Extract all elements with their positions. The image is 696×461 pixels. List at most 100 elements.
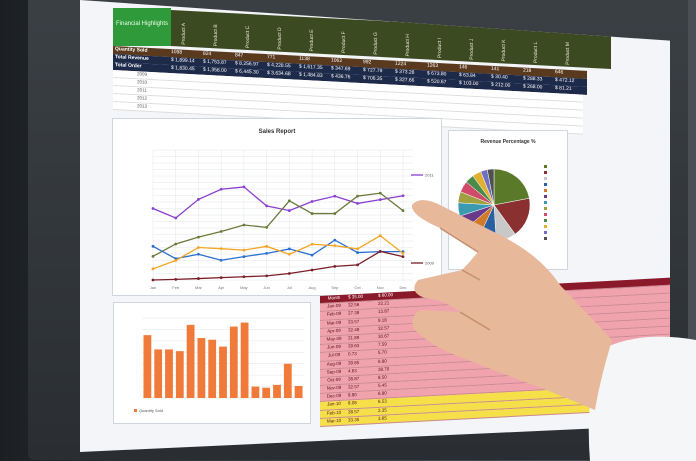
data-point [310, 253, 314, 257]
data-point [401, 194, 405, 198]
data-point [378, 191, 382, 195]
bar [175, 351, 184, 398]
bar [240, 322, 249, 398]
legend-label: 2009 [425, 261, 435, 266]
bar [165, 349, 173, 398]
data-point [242, 255, 246, 258]
series-line [152, 186, 404, 219]
legend-swatch [544, 225, 547, 228]
data-point [287, 252, 291, 256]
x-tick-label: Dec [399, 285, 406, 290]
legend-swatch [134, 409, 137, 412]
data-point [333, 244, 337, 248]
data-point [265, 225, 269, 229]
data-point [174, 277, 178, 281]
series-line [152, 234, 404, 270]
data-point [378, 198, 382, 202]
hand-skin [411, 200, 612, 410]
data-point [310, 242, 314, 246]
x-tick-label: Oct [354, 285, 361, 290]
data-point [310, 212, 314, 215]
data-point [378, 250, 382, 253]
pie-slice [493, 197, 531, 235]
data-point [287, 272, 291, 275]
data-point [219, 247, 223, 251]
data-point [197, 252, 200, 256]
data-point [356, 202, 359, 205]
data-point [378, 234, 382, 238]
bar [208, 339, 217, 398]
legend-swatch [544, 165, 547, 168]
legend-swatch [544, 237, 547, 240]
legend-swatch [544, 195, 547, 198]
data-point [401, 251, 405, 255]
data-point [197, 235, 200, 239]
data-point [151, 207, 155, 210]
data-point [174, 216, 178, 220]
line-chart-svg: Jan Feb Mar Apr May Jun Jul Aug Sep Oct Nov Dec 2011… [150, 149, 435, 290]
legend-swatch [544, 171, 547, 174]
data-point [287, 209, 291, 212]
data-point [197, 246, 200, 249]
data-point [356, 263, 359, 267]
quantity-bar-chart[interactable]: Quantity Sold [113, 302, 311, 424]
bar [294, 386, 303, 398]
data-point [242, 275, 246, 279]
sleeve [588, 336, 696, 461]
x-tick-label: Nov [377, 285, 384, 290]
data-point [310, 268, 314, 272]
bar [219, 346, 227, 398]
data-point [401, 209, 405, 212]
pie-slice [486, 168, 495, 206]
data-point [356, 247, 359, 251]
data-point [265, 244, 269, 248]
x-tick-label: Aug [309, 285, 316, 290]
bar [143, 335, 152, 398]
bar [283, 363, 292, 398]
x-tick-label: Jul [287, 285, 292, 290]
data-point [219, 187, 223, 191]
legend-label: Quantity Sold [139, 408, 163, 413]
pie-title: Revenue Percentage % [480, 139, 536, 145]
legend-swatch [544, 201, 547, 204]
data-point [265, 274, 269, 278]
data-point [174, 242, 178, 246]
data-point [219, 258, 223, 262]
financial-highlights-cell[interactable]: Financial Highlights [113, 8, 171, 46]
data-point [174, 259, 178, 262]
sales-report-chart[interactable]: Sales Report Jan Feb Mar Apr May Jun Jul Aug Sep… [112, 118, 442, 296]
data-point [265, 204, 269, 208]
data-point [151, 278, 155, 282]
data-point [287, 199, 291, 203]
data-point [287, 247, 291, 251]
data-point [151, 244, 155, 248]
pie-slice [493, 168, 530, 206]
bar [186, 324, 195, 398]
data-point [242, 223, 246, 227]
data-point [310, 200, 314, 203]
data-point [333, 194, 337, 198]
data-point [401, 255, 405, 258]
data-point [356, 194, 359, 198]
data-point [356, 251, 359, 254]
x-tick-label: Jan [150, 285, 156, 290]
data-point [242, 248, 246, 252]
series-line [152, 239, 403, 261]
data-point [219, 276, 223, 280]
data-point [333, 212, 337, 215]
x-tick-label: Jun [263, 285, 269, 290]
bar-chart-svg: Quantity Sold [134, 317, 304, 413]
chart-title: Sales Report [258, 129, 296, 135]
legend-swatch [544, 207, 547, 210]
bar [262, 387, 271, 398]
bar [251, 386, 260, 398]
x-tick-label: Apr [218, 285, 225, 290]
data-point [219, 230, 223, 233]
data-point [242, 185, 246, 189]
series-line [152, 250, 404, 281]
x-tick-label: Mar [195, 285, 203, 290]
legend-swatch [544, 213, 547, 216]
series-line [152, 192, 404, 257]
legend-swatch [544, 183, 547, 186]
